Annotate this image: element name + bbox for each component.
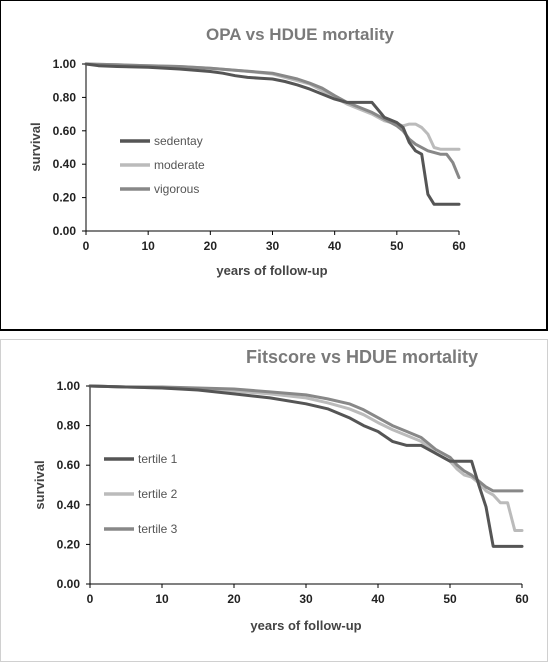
legend-label: sedentay — [154, 134, 203, 148]
series-line-tertile-3 — [88, 384, 524, 493]
x-tick-label: 0 — [83, 239, 90, 253]
y-tick-label: 0.00 — [53, 224, 77, 238]
y-tick-label: 0.40 — [57, 498, 81, 512]
x-tick-label: 10 — [155, 592, 169, 606]
legend-label: tertile 3 — [138, 522, 178, 536]
x-tick-label: 10 — [141, 239, 155, 253]
x-tick-label: 60 — [515, 592, 529, 606]
x-tick-label: 50 — [443, 592, 457, 606]
x-tick-label: 0 — [87, 592, 94, 606]
y-tick-label: 0.60 — [57, 458, 81, 472]
legend-label: moderate — [154, 158, 205, 172]
legend-label: tertile 2 — [138, 487, 178, 501]
x-tick-label: 40 — [328, 239, 342, 253]
y-tick-label: 0.00 — [57, 577, 81, 591]
series-line-tertile-1 — [88, 384, 524, 548]
y-tick-label: 0.80 — [57, 419, 81, 433]
x-tick-label: 50 — [390, 239, 404, 253]
y-axis-label: survival — [32, 460, 47, 509]
x-tick-label: 40 — [371, 592, 385, 606]
legend-label: vigorous — [154, 182, 199, 196]
y-tick-label: 0.80 — [53, 90, 77, 104]
series-line-vigorous — [84, 62, 461, 180]
series-line-sedentay — [84, 62, 461, 206]
y-axis-label: survival — [28, 122, 43, 171]
x-tick-label: 20 — [227, 592, 241, 606]
series-line-tertile-2 — [88, 384, 524, 532]
y-tick-label: 1.00 — [53, 57, 77, 71]
y-tick-label: 0.20 — [53, 191, 77, 205]
chart-panel-opa — [0, 0, 548, 331]
series-line-moderate — [84, 62, 461, 151]
x-axis-label: years of follow-up — [250, 618, 361, 633]
y-tick-label: 1.00 — [57, 379, 81, 393]
x-tick-label: 30 — [299, 592, 313, 606]
legend-label: tertile 1 — [138, 452, 178, 466]
y-tick-label: 0.40 — [53, 157, 77, 171]
x-axis-label: years of follow-up — [216, 263, 327, 278]
y-tick-label: 0.60 — [53, 124, 77, 138]
x-tick-label: 60 — [452, 239, 466, 253]
x-tick-label: 20 — [204, 239, 218, 253]
chart-title: OPA vs HDUE mortality — [206, 25, 395, 44]
y-tick-label: 0.20 — [57, 537, 81, 551]
x-tick-label: 30 — [266, 239, 280, 253]
chart-title: Fitscore vs HDUE mortality — [246, 347, 478, 367]
